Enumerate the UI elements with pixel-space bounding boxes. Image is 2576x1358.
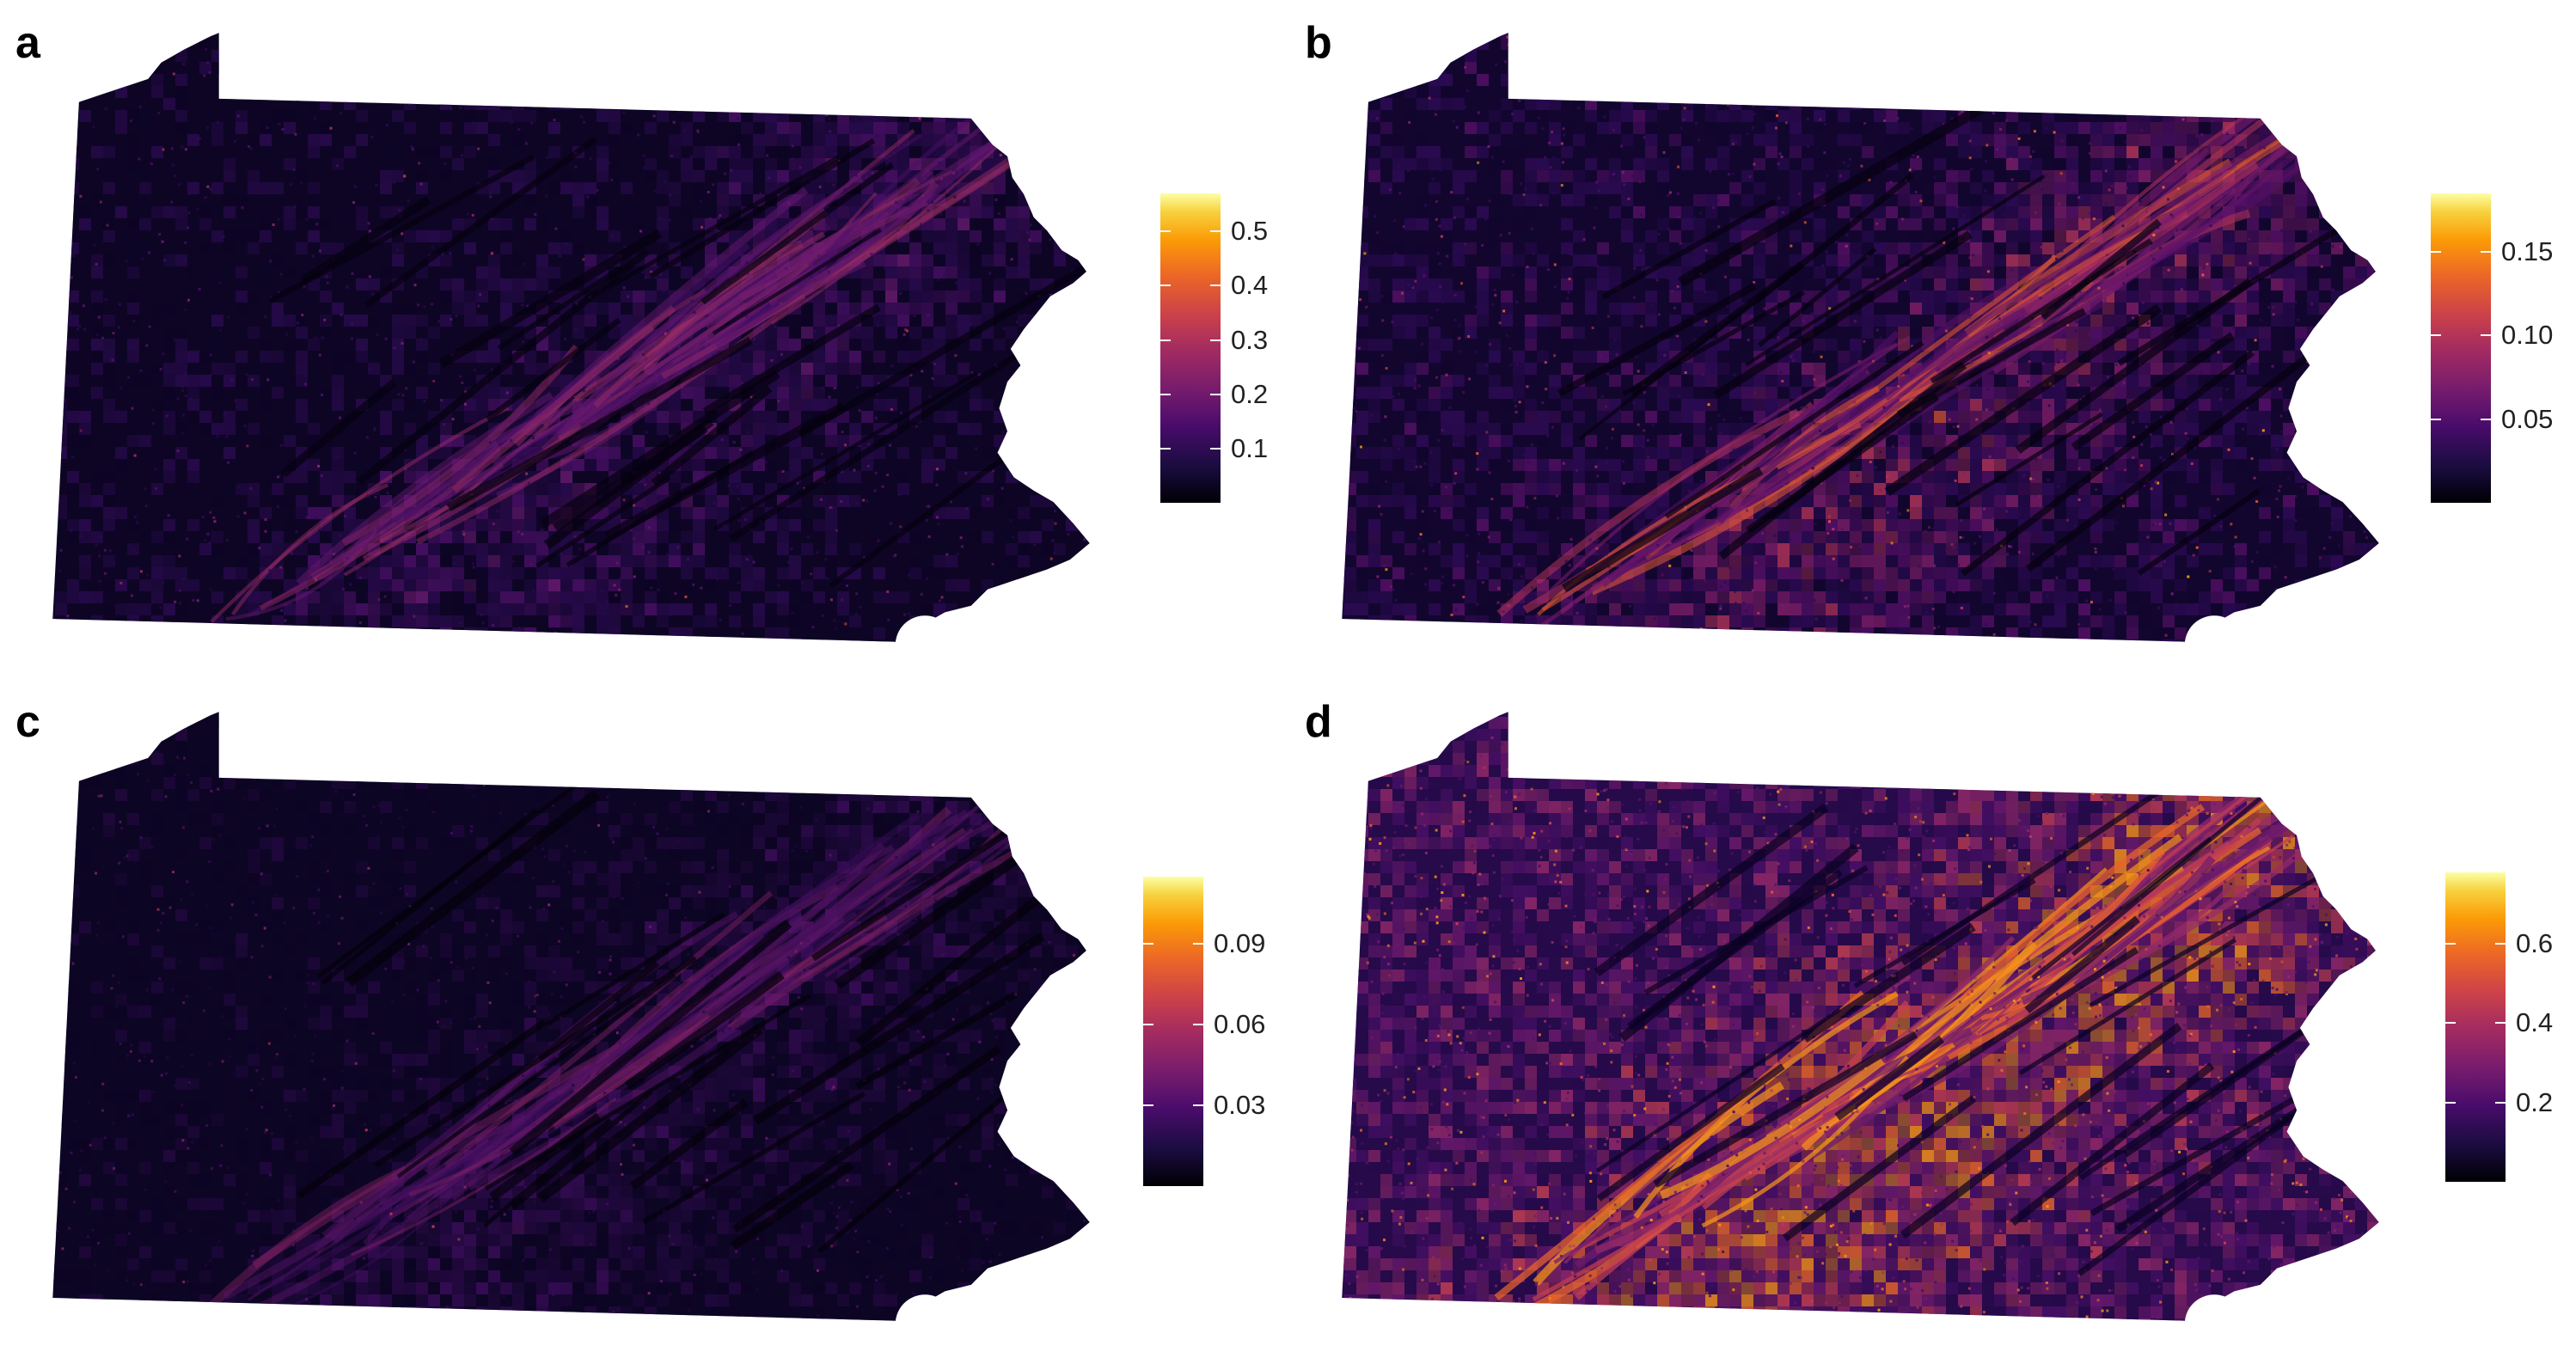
color-legend: 0.2 0.4 0.6 bbox=[2445, 872, 2574, 1182]
colorbar-tick bbox=[1210, 284, 1221, 287]
colorbar-tick-label: 0.4 bbox=[1231, 270, 1268, 301]
colorbar-tick-label: 0.1 bbox=[1231, 433, 1268, 464]
panel-a: a 0.1 0.2 0.3 0.4 0.5 bbox=[0, 0, 1288, 679]
colorbar-tick-label: 0.6 bbox=[2516, 928, 2553, 959]
colorbar bbox=[2445, 872, 2506, 1182]
colorbar-tick bbox=[2481, 418, 2491, 420]
colorbar-tick bbox=[2481, 251, 2491, 254]
colorbar-tick bbox=[1160, 230, 1171, 233]
color-legend: 0.03 0.06 0.09 bbox=[1143, 877, 1285, 1186]
panel-label: a bbox=[15, 21, 40, 65]
colorbar-tick bbox=[1210, 339, 1221, 341]
colorbar-tick-label: 0.15 bbox=[2501, 236, 2553, 267]
colorbar-tick-label: 0.05 bbox=[2501, 404, 2553, 435]
colorbar-tick bbox=[2445, 1022, 2456, 1025]
colorbar-tick bbox=[1193, 943, 1203, 945]
colorbar-tick bbox=[1193, 1024, 1203, 1026]
colorbar-tick bbox=[1143, 1024, 1153, 1026]
panel-c: c 0.03 0.06 0.09 bbox=[0, 679, 1288, 1358]
border-notch bbox=[2184, 615, 2244, 653]
colorbar-tick bbox=[1160, 339, 1171, 341]
border-notch bbox=[895, 615, 955, 653]
colorbar-tick bbox=[1210, 230, 1221, 233]
colorbar-tick bbox=[1193, 1104, 1203, 1107]
colorbar-tick bbox=[2495, 1101, 2506, 1104]
border-notch bbox=[2184, 1294, 2244, 1332]
colorbar-tick-label: 0.4 bbox=[2516, 1007, 2553, 1038]
panel-b: b 0.05 0.10 0.15 bbox=[1289, 0, 2576, 679]
colorbar-tick bbox=[2445, 1101, 2456, 1104]
state-map bbox=[52, 33, 1090, 653]
colorbar-tick bbox=[1160, 393, 1171, 395]
panel-label: b bbox=[1305, 21, 1332, 65]
colorbar-tick-label: 0.06 bbox=[1214, 1009, 1265, 1040]
color-legend: 0.1 0.2 0.3 0.4 0.5 bbox=[1160, 193, 1281, 503]
colorbar-tick bbox=[2481, 334, 2491, 337]
colorbar-tick-label: 0.10 bbox=[2501, 320, 2553, 351]
state-map bbox=[1342, 33, 2379, 653]
colorbar-tick-label: 0.5 bbox=[1231, 216, 1268, 247]
colorbar-tick-label: 0.2 bbox=[2516, 1087, 2553, 1118]
colorbar-tick bbox=[1160, 284, 1171, 287]
colorbar-tick bbox=[2495, 1022, 2506, 1025]
colorbar-tick bbox=[2431, 251, 2441, 254]
panel-label: d bbox=[1305, 700, 1332, 744]
colorbar-tick bbox=[1210, 447, 1221, 450]
colorbar-tick bbox=[2445, 943, 2456, 945]
state-map bbox=[1342, 712, 2379, 1332]
colorbar-tick bbox=[1143, 1104, 1153, 1107]
colorbar bbox=[1160, 193, 1221, 503]
panel-label: c bbox=[15, 700, 40, 744]
colorbar-tick bbox=[2495, 943, 2506, 945]
panel-d: d 0.2 0.4 0.6 bbox=[1289, 679, 2576, 1358]
border-notch bbox=[895, 1294, 955, 1332]
colorbar-tick bbox=[2431, 418, 2441, 420]
colorbar bbox=[1143, 877, 1203, 1186]
colorbar-tick bbox=[1210, 393, 1221, 395]
colorbar-tick bbox=[1143, 943, 1153, 945]
colorbar-tick bbox=[1160, 447, 1171, 450]
colorbar-tick-label: 0.3 bbox=[1231, 325, 1268, 356]
colorbar-tick-label: 0.09 bbox=[1214, 928, 1265, 959]
color-legend: 0.05 0.10 0.15 bbox=[2431, 193, 2573, 503]
colorbar-tick bbox=[2431, 334, 2441, 337]
colorbar-tick-label: 0.2 bbox=[1231, 379, 1268, 410]
colorbar bbox=[2431, 193, 2491, 503]
state-map bbox=[52, 712, 1090, 1332]
colorbar-tick-label: 0.03 bbox=[1214, 1090, 1265, 1121]
